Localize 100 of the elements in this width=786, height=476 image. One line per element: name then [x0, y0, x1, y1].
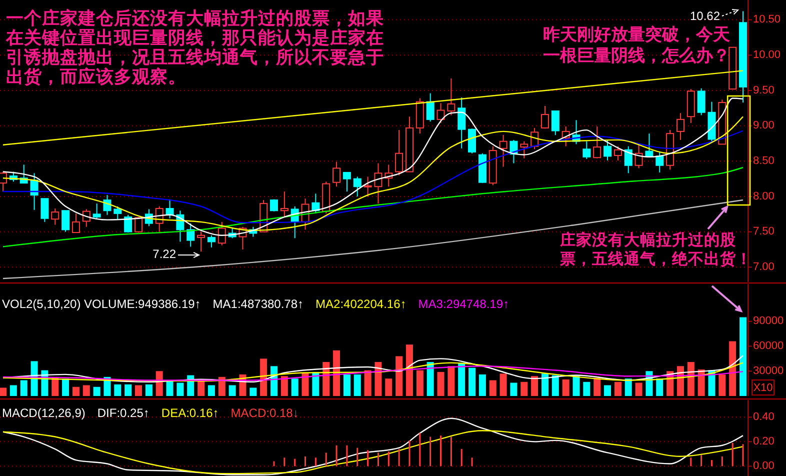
candlestick	[634, 144, 643, 169]
text: MACD:0.18↓	[230, 406, 299, 420]
candlestick	[92, 203, 101, 219]
text: X10	[753, 382, 773, 394]
text: MA1:487380.78↑	[212, 297, 304, 312]
candlestick	[436, 102, 445, 124]
candlestick	[207, 234, 216, 248]
bar	[426, 362, 434, 396]
y-tick-label: 10.00	[753, 49, 781, 62]
y-tick-label: 9.00	[753, 120, 774, 132]
candlestick	[624, 146, 632, 174]
bar	[572, 376, 580, 396]
bar	[302, 372, 309, 396]
bar	[364, 370, 372, 396]
line-series	[2, 430, 744, 474]
text: MACD(12,26,9)	[2, 406, 86, 420]
bar	[437, 372, 444, 396]
y-tick-label: 9.50	[753, 84, 774, 96]
candlestick	[499, 134, 508, 168]
line-series	[2, 130, 744, 224]
bar	[489, 380, 496, 396]
bar	[740, 317, 746, 396]
bar	[478, 374, 486, 396]
candlestick	[40, 198, 49, 222]
bar	[218, 376, 226, 396]
bar	[604, 385, 612, 396]
candlestick	[0, 171, 7, 192]
y-tick-label: 10.50	[753, 14, 781, 26]
bar	[280, 376, 288, 396]
candlestick	[447, 78, 456, 116]
y-tick-label: 30000	[753, 365, 784, 378]
bar	[552, 375, 559, 396]
annotation: 一个庄家建仓后还没有大幅拉升过的股票，如果在关键位置出现巨量阴线，那只能认为是庄家在引诱抛盘抛出，况且五线均通气，所以不要急于出货，而应该多观察。	[5, 8, 385, 86]
candlestick	[51, 208, 60, 226]
bar	[250, 388, 257, 396]
candlestick	[395, 130, 404, 176]
bar	[635, 382, 642, 396]
bar	[354, 374, 361, 396]
line-series	[2, 418, 744, 476]
bar	[500, 374, 507, 396]
candlestick	[551, 110, 560, 136]
bar	[260, 358, 268, 396]
bar	[718, 374, 726, 396]
candlestick	[103, 194, 112, 216]
annotation: 昨天刚好放量突破，今天一根巨量阴线，怎么办？	[543, 25, 730, 65]
line-series	[2, 366, 744, 381]
bar	[166, 380, 174, 396]
bar	[134, 385, 142, 396]
candlestick	[374, 162, 382, 204]
candlestick	[364, 176, 372, 197]
annotation: 10.62	[690, 9, 720, 24]
bar	[448, 366, 455, 396]
candlestick	[676, 112, 684, 140]
text: VOL2(5,10,20) VOLUME:949386.19↑	[2, 297, 201, 312]
candlestick	[458, 97, 466, 149]
line-series	[2, 199, 744, 280]
bar	[562, 379, 570, 396]
bar	[468, 368, 476, 396]
bar	[176, 382, 184, 396]
bar	[208, 385, 215, 396]
candlestick	[186, 222, 195, 248]
bar	[10, 385, 17, 396]
bar	[291, 378, 298, 396]
candlestick	[280, 191, 288, 218]
candlestick	[114, 206, 122, 220]
bar	[82, 385, 90, 396]
bar	[52, 378, 59, 396]
bar	[614, 382, 622, 396]
bar	[20, 380, 28, 396]
candlestick	[353, 176, 362, 197]
y-tick-label: 7.00	[753, 261, 774, 274]
bar	[729, 341, 736, 396]
bar	[541, 374, 548, 396]
bar	[333, 350, 340, 396]
y-tick-label: 8.00	[753, 190, 774, 202]
bar	[30, 361, 38, 396]
y-tick-label: 0.00	[753, 460, 774, 472]
bar	[62, 378, 70, 396]
y-tick-label: 90000	[753, 315, 784, 328]
candlestick	[604, 139, 612, 161]
bar	[114, 384, 122, 396]
candlestick	[270, 198, 278, 212]
bar	[416, 370, 424, 396]
line-series	[2, 166, 744, 248]
candlestick	[426, 92, 434, 122]
bar	[396, 356, 403, 396]
bar	[531, 376, 538, 396]
candlestick	[332, 161, 341, 188]
candlestick	[656, 151, 664, 173]
candlestick	[520, 140, 528, 159]
bar	[624, 378, 632, 396]
bar	[145, 384, 152, 396]
bar	[406, 344, 413, 396]
bar	[322, 362, 330, 396]
annotation: 庄家没有大幅拉升过的股票，五线通气，绝不出货！	[559, 230, 752, 268]
candlestick	[593, 126, 602, 159]
bar	[0, 388, 6, 396]
bar	[687, 362, 694, 396]
candlestick	[468, 128, 476, 154]
candlestick	[582, 140, 591, 160]
